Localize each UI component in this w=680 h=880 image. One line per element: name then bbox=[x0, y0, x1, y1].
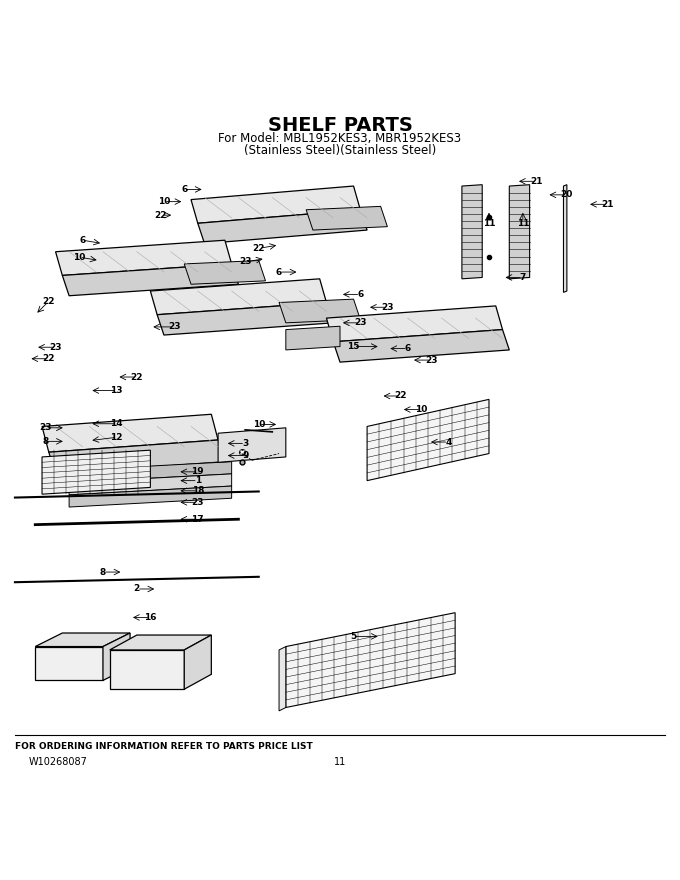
Polygon shape bbox=[157, 303, 333, 335]
Polygon shape bbox=[103, 633, 130, 680]
Text: 13: 13 bbox=[110, 386, 123, 395]
Text: 18: 18 bbox=[192, 487, 204, 495]
Text: 21: 21 bbox=[530, 177, 543, 186]
Text: 10: 10 bbox=[73, 253, 86, 261]
Polygon shape bbox=[191, 186, 360, 224]
Text: 23: 23 bbox=[50, 342, 62, 352]
Text: 3: 3 bbox=[242, 439, 248, 448]
Polygon shape bbox=[42, 414, 218, 452]
Text: 6: 6 bbox=[276, 268, 282, 276]
Text: 22: 22 bbox=[131, 372, 143, 382]
Polygon shape bbox=[326, 306, 503, 341]
Text: 21: 21 bbox=[601, 200, 614, 209]
Text: SHELF PARTS: SHELF PARTS bbox=[267, 115, 413, 135]
Text: 5: 5 bbox=[350, 632, 357, 641]
Polygon shape bbox=[109, 635, 211, 650]
Text: 14: 14 bbox=[110, 419, 123, 429]
Text: 10: 10 bbox=[415, 405, 428, 414]
Text: 6: 6 bbox=[357, 290, 363, 299]
Text: For Model: MBL1952KES3, MBR1952KES3: For Model: MBL1952KES3, MBR1952KES3 bbox=[218, 132, 462, 145]
Polygon shape bbox=[35, 633, 130, 647]
Polygon shape bbox=[367, 400, 489, 480]
Text: 6: 6 bbox=[80, 236, 86, 245]
Polygon shape bbox=[49, 440, 225, 473]
Text: 15: 15 bbox=[347, 342, 360, 351]
Text: 22: 22 bbox=[43, 297, 55, 305]
Polygon shape bbox=[69, 473, 232, 495]
Polygon shape bbox=[286, 326, 340, 350]
Polygon shape bbox=[184, 635, 211, 689]
Text: 7: 7 bbox=[520, 273, 526, 282]
Polygon shape bbox=[333, 330, 509, 362]
Text: 6: 6 bbox=[181, 185, 188, 194]
Text: 6: 6 bbox=[405, 344, 411, 353]
Polygon shape bbox=[42, 451, 150, 495]
Text: 8: 8 bbox=[42, 436, 48, 446]
Text: 4: 4 bbox=[445, 437, 452, 446]
Polygon shape bbox=[198, 209, 367, 244]
Polygon shape bbox=[462, 185, 482, 279]
Text: 23: 23 bbox=[239, 257, 252, 267]
Polygon shape bbox=[509, 185, 530, 279]
Text: 23: 23 bbox=[39, 423, 52, 432]
Text: FOR ORDERING INFORMATION REFER TO PARTS PRICE LIST: FOR ORDERING INFORMATION REFER TO PARTS … bbox=[15, 742, 313, 751]
Polygon shape bbox=[279, 299, 360, 323]
Polygon shape bbox=[306, 206, 388, 230]
Text: 9: 9 bbox=[242, 451, 248, 460]
Polygon shape bbox=[69, 486, 232, 507]
Polygon shape bbox=[56, 240, 232, 275]
Text: 20: 20 bbox=[561, 190, 573, 200]
Text: 11: 11 bbox=[334, 757, 346, 766]
Text: 1: 1 bbox=[194, 476, 201, 485]
Text: 23: 23 bbox=[425, 356, 438, 364]
Text: W10268087: W10268087 bbox=[29, 757, 87, 766]
Text: 10: 10 bbox=[158, 197, 170, 206]
Polygon shape bbox=[286, 612, 455, 708]
Polygon shape bbox=[69, 462, 232, 482]
Text: 8: 8 bbox=[100, 568, 106, 576]
Text: 23: 23 bbox=[192, 498, 204, 507]
Text: 10: 10 bbox=[252, 420, 265, 429]
Polygon shape bbox=[279, 647, 286, 711]
Polygon shape bbox=[63, 264, 239, 296]
Text: 19: 19 bbox=[192, 467, 204, 476]
Polygon shape bbox=[150, 279, 326, 315]
Text: 23: 23 bbox=[354, 319, 367, 327]
Text: 17: 17 bbox=[192, 515, 204, 524]
Text: 22: 22 bbox=[43, 355, 55, 363]
Polygon shape bbox=[184, 260, 265, 284]
Text: 11: 11 bbox=[517, 219, 529, 228]
Text: 23: 23 bbox=[168, 322, 180, 332]
Polygon shape bbox=[109, 650, 184, 689]
Text: (Stainless Steel)(Stainless Steel): (Stainless Steel)(Stainless Steel) bbox=[244, 143, 436, 157]
Text: 11: 11 bbox=[483, 219, 495, 228]
Polygon shape bbox=[35, 647, 103, 680]
Text: 22: 22 bbox=[252, 244, 265, 253]
Polygon shape bbox=[564, 185, 567, 292]
Text: 2: 2 bbox=[134, 584, 140, 593]
Text: 23: 23 bbox=[381, 303, 394, 312]
Text: 12: 12 bbox=[110, 433, 123, 442]
Polygon shape bbox=[218, 428, 286, 462]
Text: 16: 16 bbox=[144, 613, 156, 622]
Text: 22: 22 bbox=[394, 392, 407, 400]
Text: 22: 22 bbox=[154, 210, 167, 220]
